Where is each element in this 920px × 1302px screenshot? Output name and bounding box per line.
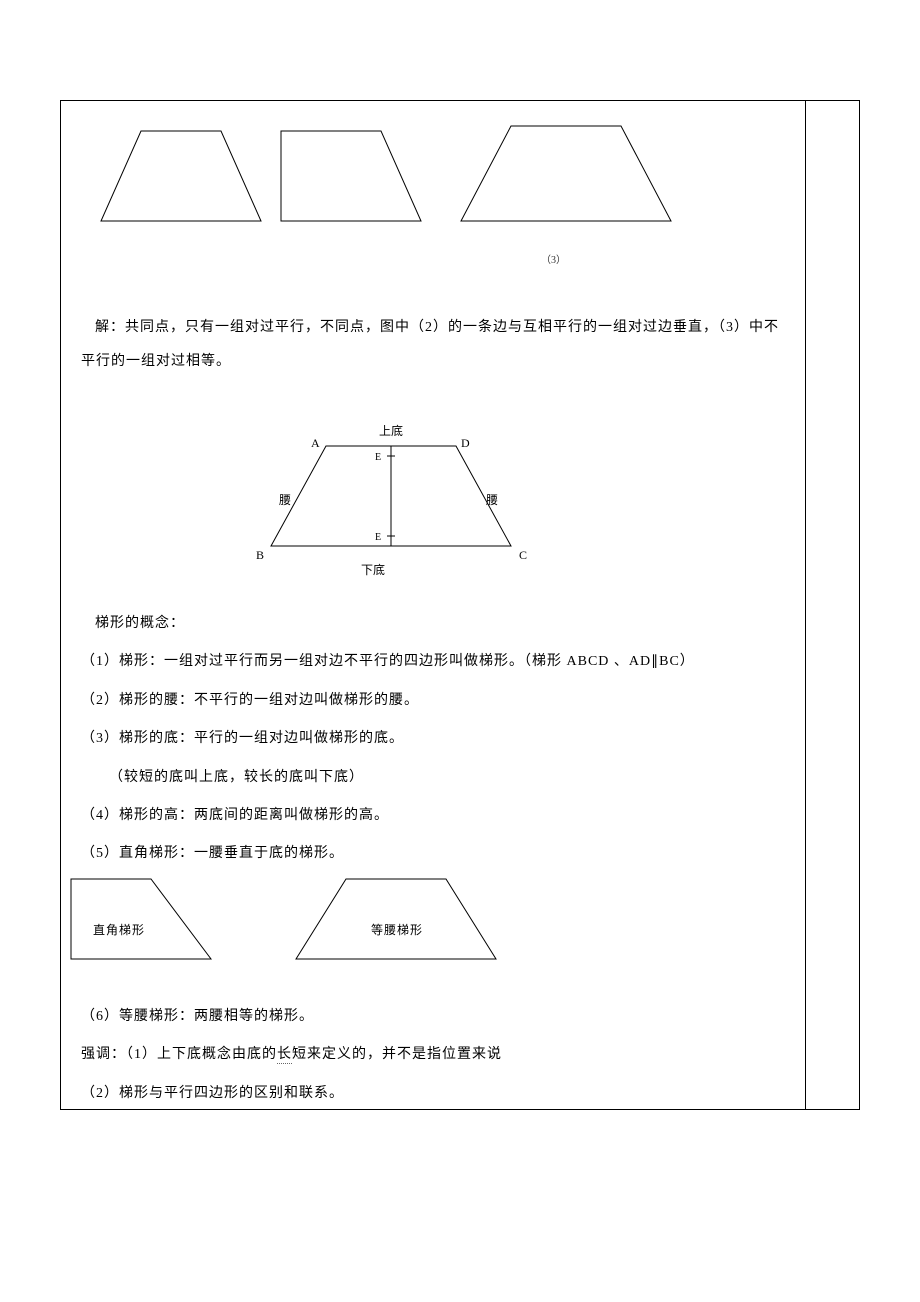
small-shapes-row: 直角梯形 等腰梯形 (81, 879, 785, 989)
example-shapes-row: （3） (81, 131, 781, 301)
trapezoid-2 (281, 131, 431, 231)
label-right-leg: 腰 (486, 491, 498, 508)
label-top: 上底 (379, 422, 403, 439)
emphasis-1: 强调：（1）上下底概念由底的长短来定义的，并不是指位置来说 (81, 1037, 785, 1073)
trapezoid-1-outline (101, 131, 261, 221)
trapezoid-1 (101, 131, 271, 231)
label-bottom: 下底 (361, 561, 385, 578)
trapezoid-3 (461, 126, 681, 231)
page-frame: （3） 解：共同点，只有一组对过平行，不同点，图中（2）的一条边与互相平行的一组… (60, 100, 860, 1110)
emphasis-1-post: 短来定义的，并不是指位置来说 (292, 1047, 502, 1062)
label-left-leg: 腰 (279, 491, 291, 508)
concept-4: （4）梯形的高：两底间的距离叫做梯形的高。 (81, 798, 785, 834)
answer-paragraph: 解：共同点，只有一组对过平行，不同点，图中（2）的一条边与互相平行的一组对过边垂… (81, 311, 785, 378)
trapezoid-2-outline (281, 131, 421, 221)
concept-3-note: （较短的底叫上底，较长的底叫下底） (81, 760, 785, 796)
concept-5: （5）直角梯形：一腰垂直于底的梯形。 (81, 836, 785, 872)
main-column: （3） 解：共同点，只有一组对过平行，不同点，图中（2）的一条边与互相平行的一组… (61, 101, 806, 1109)
vertex-d: D (461, 436, 470, 451)
tick-e-top: E (375, 452, 381, 463)
concept-block: 梯形的概念： （1）梯形：一组对过平行而另一组对边不平行的四边形叫做梯形。（梯形… (81, 606, 785, 1114)
trapezoid-3-outline (461, 126, 671, 221)
tick-e-bot: E (375, 532, 381, 543)
emphasis-2: （2）梯形与平行四边形的区别和联系。 (81, 1076, 785, 1112)
concept-3: （3）梯形的底：平行的一组对边叫做梯形的底。 (81, 721, 785, 757)
iso-trap-label: 等腰梯形 (371, 915, 423, 946)
content-area: （3） 解：共同点，只有一组对过平行，不同点，图中（2）的一条边与互相平行的一组… (61, 101, 805, 1109)
caption-3: （3） (541, 251, 566, 266)
concept-1: （1）梯形：一组对过平行而另一组对边不平行的四边形叫做梯形。（梯形 ABCD 、… (81, 644, 785, 680)
labeled-trapezoid: A D B C 上底 下底 腰 腰 E E (261, 436, 601, 606)
vertex-a: A (311, 436, 320, 451)
right-trap-label: 直角梯形 (93, 915, 145, 946)
vertex-c: C (519, 548, 527, 563)
emphasis-1-dot: 长 (277, 1047, 292, 1064)
concept-heading: 梯形的概念： (81, 606, 785, 642)
concept-2: （2）梯形的腰：不平行的一组对边叫做梯形的腰。 (81, 683, 785, 719)
emphasis-1-pre: 强调：（1）上下底概念由底的 (81, 1047, 277, 1062)
vertex-b: B (256, 548, 264, 563)
concept-6: （6）等腰梯形：两腰相等的梯形。 (81, 999, 785, 1035)
